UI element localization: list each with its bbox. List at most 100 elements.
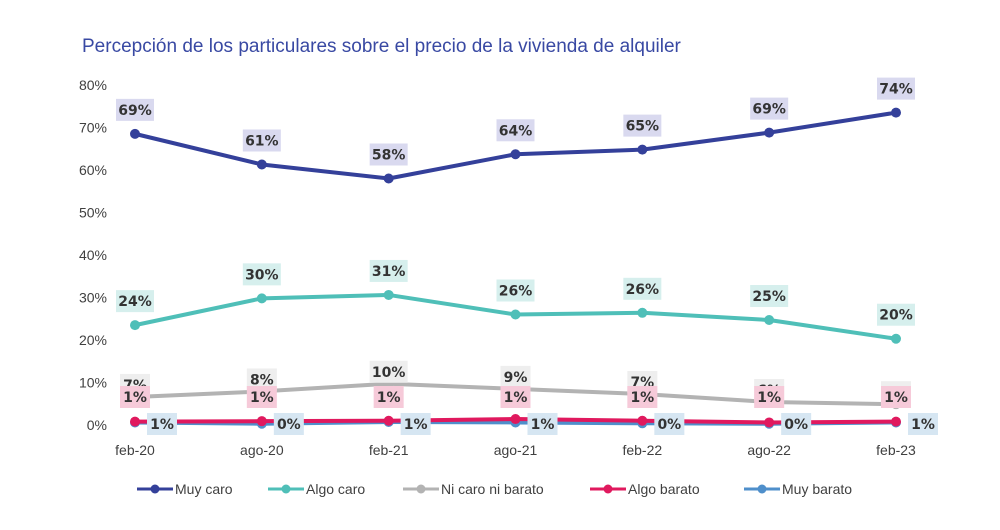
data-point-algo-caro (130, 320, 140, 331)
data-label-bg-algo-barato (500, 386, 531, 408)
data-label-bg-muy-caro (750, 97, 789, 120)
data-label-bg-muy-caro (623, 114, 662, 137)
data-point-algo-caro (510, 309, 521, 320)
data-label-bg-muy-barato (654, 413, 685, 435)
x-tick-label: feb-22 (622, 442, 662, 458)
data-label-muy-caro: 65% (626, 119, 660, 135)
data-label-ni-caro-ni-barato: 9% (504, 370, 528, 386)
data-label-bg-muy-caro (242, 129, 281, 152)
x-tick-label: ago-20 (240, 442, 284, 458)
data-label-bg-algo-barato (627, 386, 658, 408)
data-label-bg-muy-barato (527, 413, 558, 435)
data-label-bg-muy-caro (496, 119, 535, 142)
legend-label-muy-caro: Muy caro (175, 481, 233, 497)
data-point-algo-barato (130, 416, 140, 427)
data-label-bg-muy-barato (781, 413, 812, 435)
data-label-ni-caro-ni-barato: 10% (372, 365, 406, 381)
data-label-algo-barato: 1% (377, 390, 401, 406)
y-tick-label: 80% (79, 77, 107, 93)
data-point-muy-caro (383, 173, 394, 184)
legend-label-ni-caro-ni-barato: Ni caro ni barato (441, 481, 544, 497)
data-label-ni-caro-ni-barato: 8% (250, 372, 274, 388)
data-point-algo-caro (891, 333, 901, 344)
data-label-algo-barato: 1% (123, 390, 147, 406)
x-tick-label: ago-21 (494, 442, 538, 458)
data-label-muy-barato: 0% (784, 417, 808, 433)
legend-label-algo-barato: Algo barato (628, 481, 700, 497)
data-label-algo-caro: 26% (626, 282, 660, 298)
data-point-algo-barato (383, 415, 394, 426)
x-tick-label: feb-20 (115, 442, 155, 458)
x-tick-label: feb-21 (369, 442, 409, 458)
legend-label-muy-barato: Muy barato (782, 481, 852, 497)
data-label-algo-barato: 1% (757, 390, 781, 406)
data-point-algo-barato (764, 417, 775, 428)
data-label-bg-muy-barato (908, 413, 938, 435)
data-label-muy-barato: 1% (911, 417, 935, 433)
x-tick-label: ago-22 (747, 442, 791, 458)
x-axis: feb-20 ago-20 feb-21 ago-21 feb-22 ago-22 feb-… (115, 442, 916, 458)
data-label-bg-algo-barato (754, 386, 785, 408)
data-label-bg-ni-caro-ni-barato (246, 368, 277, 391)
data-point-muy-caro (510, 149, 521, 160)
data-point-algo-caro (637, 307, 648, 318)
data-point-muy-caro (256, 159, 267, 170)
data-label-bg-muy-caro (877, 77, 915, 100)
legend: Muy caro Algo caro Ni caro ni barato Algo b… (137, 481, 852, 497)
data-label-algo-caro: 24% (118, 294, 152, 310)
data-label-muy-caro: 69% (752, 102, 786, 118)
y-tick-label: 10% (79, 375, 107, 391)
data-point-algo-caro (383, 289, 394, 300)
data-label-muy-caro: 69% (118, 103, 152, 119)
data-label-bg-algo-barato (246, 386, 277, 408)
data-label-bg-algo-caro (496, 279, 535, 302)
data-label-bg-muy-caro (116, 98, 154, 121)
legend-marker-ni-caro-ni-barato (416, 484, 426, 494)
legend-label-algo-caro: Algo caro (306, 481, 365, 497)
data-point-algo-barato (256, 416, 267, 427)
data-label-bg-muy-caro (369, 143, 408, 166)
legend-marker-algo-caro (281, 484, 291, 494)
data-label-muy-barato: 0% (277, 417, 301, 433)
data-label-muy-barato: 0% (657, 417, 681, 433)
data-label-muy-barato: 1% (150, 417, 174, 433)
data-point-algo-barato (510, 414, 521, 425)
legend-marker-muy-barato (757, 484, 767, 494)
y-tick-label: 30% (79, 290, 107, 306)
data-labels: 69%24%7%1%1%61%30%8%1%0%58%31%10%1%1%64%… (116, 77, 938, 435)
data-label-bg-algo-caro (623, 277, 662, 300)
data-label-muy-barato: 1% (531, 417, 555, 433)
y-tick-label: 20% (79, 332, 107, 348)
data-point-algo-barato (637, 415, 648, 426)
data-point-muy-caro (764, 127, 775, 138)
data-point-algo-caro (764, 315, 775, 326)
data-label-algo-barato: 1% (884, 390, 908, 406)
data-label-algo-caro: 25% (752, 289, 786, 305)
data-label-bg-algo-caro (877, 303, 915, 326)
data-label-muy-barato: 1% (404, 417, 428, 433)
data-label-algo-caro: 30% (245, 267, 279, 283)
y-tick-label: 40% (79, 247, 107, 263)
legend-marker-muy-caro (150, 484, 160, 494)
data-label-bg-algo-barato (881, 386, 911, 408)
y-tick-label: 60% (79, 162, 107, 178)
data-label-bg-muy-barato (147, 413, 177, 435)
data-label-algo-barato: 1% (250, 390, 274, 406)
data-label-muy-caro: 58% (372, 148, 406, 164)
data-point-algo-barato (891, 416, 901, 427)
data-label-bg-algo-caro (116, 290, 154, 313)
y-tick-label: 50% (79, 205, 107, 221)
data-label-bg-algo-caro (242, 263, 281, 286)
data-label-algo-barato: 1% (630, 390, 654, 406)
data-point-muy-caro (637, 144, 648, 155)
data-point-muy-caro (891, 107, 901, 118)
data-label-algo-caro: 31% (372, 264, 406, 280)
data-label-bg-algo-caro (369, 259, 408, 282)
data-label-muy-caro: 74% (879, 82, 913, 98)
data-label-muy-caro: 61% (245, 133, 279, 149)
data-label-bg-muy-barato (400, 413, 431, 435)
data-label-algo-caro: 26% (499, 284, 533, 300)
y-tick-label: 0% (87, 417, 107, 433)
legend-marker-algo-barato (603, 484, 613, 494)
